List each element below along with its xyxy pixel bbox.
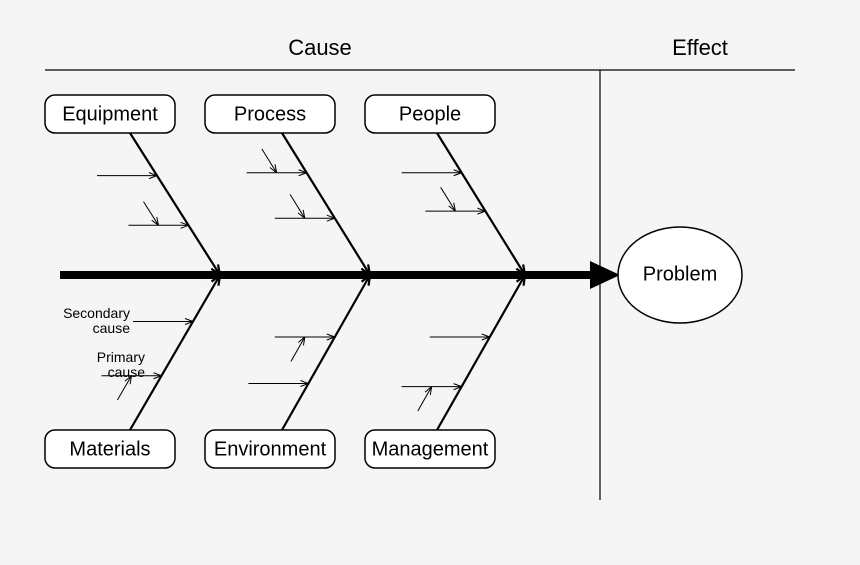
annotation-primary-2: cause xyxy=(108,364,146,380)
effect-label: Effect xyxy=(672,35,728,60)
annotation-secondary-2: cause xyxy=(93,320,131,336)
bone-management-arrowhead xyxy=(524,275,525,286)
category-label-process: Process xyxy=(234,103,306,125)
category-label-environment: Environment xyxy=(214,438,327,460)
bone-environment-arrowhead xyxy=(369,275,370,286)
category-label-people: People xyxy=(399,103,461,125)
category-label-equipment: Equipment xyxy=(62,103,158,125)
bone-materials-arrowhead xyxy=(218,275,220,286)
fishbone-diagram: Cause Effect Problem Equipment Process People… xyxy=(0,0,860,565)
problem-label: Problem xyxy=(643,263,717,285)
category-label-management: Management xyxy=(372,438,489,460)
category-label-materials: Materials xyxy=(69,438,150,460)
annotation-primary: Primary xyxy=(97,349,145,365)
annotation-secondary: Secondary xyxy=(63,305,130,321)
cause-label: Cause xyxy=(288,35,352,60)
